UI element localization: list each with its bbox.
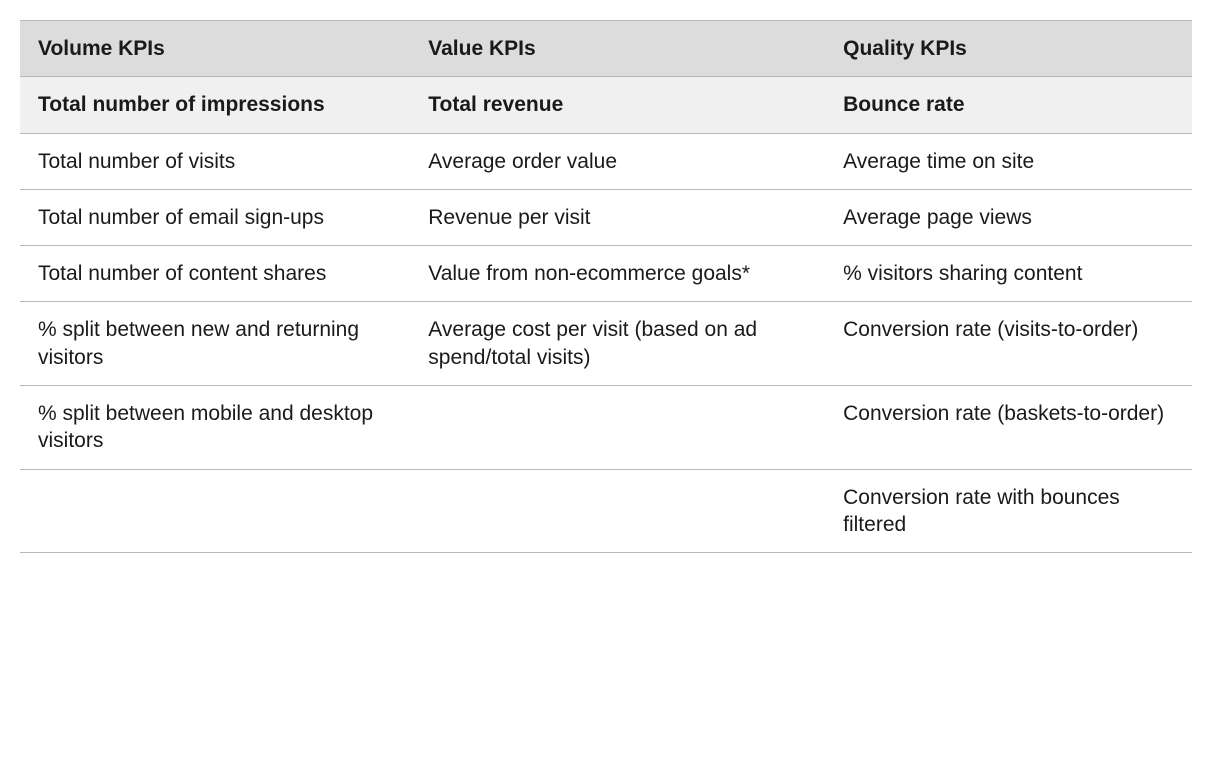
cell: Total number of visits (20, 133, 410, 189)
cell: Conversion rate (visits-to-order) (825, 302, 1192, 386)
cell (20, 469, 410, 553)
cell: Conversion rate with bounces filtered (825, 469, 1192, 553)
cell: Value from non-ecommerce goals* (410, 246, 825, 302)
subheader-volume: Total number of impressions (20, 77, 410, 133)
table-row: Total number of content shares Value fro… (20, 246, 1192, 302)
column-header-quality: Quality KPIs (825, 21, 1192, 77)
column-header-value: Value KPIs (410, 21, 825, 77)
table-row: Total number of email sign-ups Revenue p… (20, 189, 1192, 245)
cell: Average time on site (825, 133, 1192, 189)
cell: Average page views (825, 189, 1192, 245)
cell: Total number of email sign-ups (20, 189, 410, 245)
cell (410, 469, 825, 553)
table-row: Conversion rate with bounces filtered (20, 469, 1192, 553)
kpi-table-container: Volume KPIs Value KPIs Quality KPIs Tota… (20, 20, 1192, 553)
column-header-volume: Volume KPIs (20, 21, 410, 77)
table-row: % split between new and returning visito… (20, 302, 1192, 386)
table-row: % split between mobile and desktop visit… (20, 386, 1192, 470)
cell: % split between mobile and desktop visit… (20, 386, 410, 470)
table-subheader-row: Total number of impressions Total revenu… (20, 77, 1192, 133)
cell: % split between new and returning visito… (20, 302, 410, 386)
cell: Average order value (410, 133, 825, 189)
kpi-table: Volume KPIs Value KPIs Quality KPIs Tota… (20, 20, 1192, 553)
subheader-quality: Bounce rate (825, 77, 1192, 133)
cell: Total number of content shares (20, 246, 410, 302)
table-header-row: Volume KPIs Value KPIs Quality KPIs (20, 21, 1192, 77)
cell: Average cost per visit (based on ad spen… (410, 302, 825, 386)
cell: Revenue per visit (410, 189, 825, 245)
subheader-value: Total revenue (410, 77, 825, 133)
cell: % visitors sharing content (825, 246, 1192, 302)
table-row: Total number of visits Average order val… (20, 133, 1192, 189)
cell (410, 386, 825, 470)
cell: Conversion rate (baskets-to-order) (825, 386, 1192, 470)
